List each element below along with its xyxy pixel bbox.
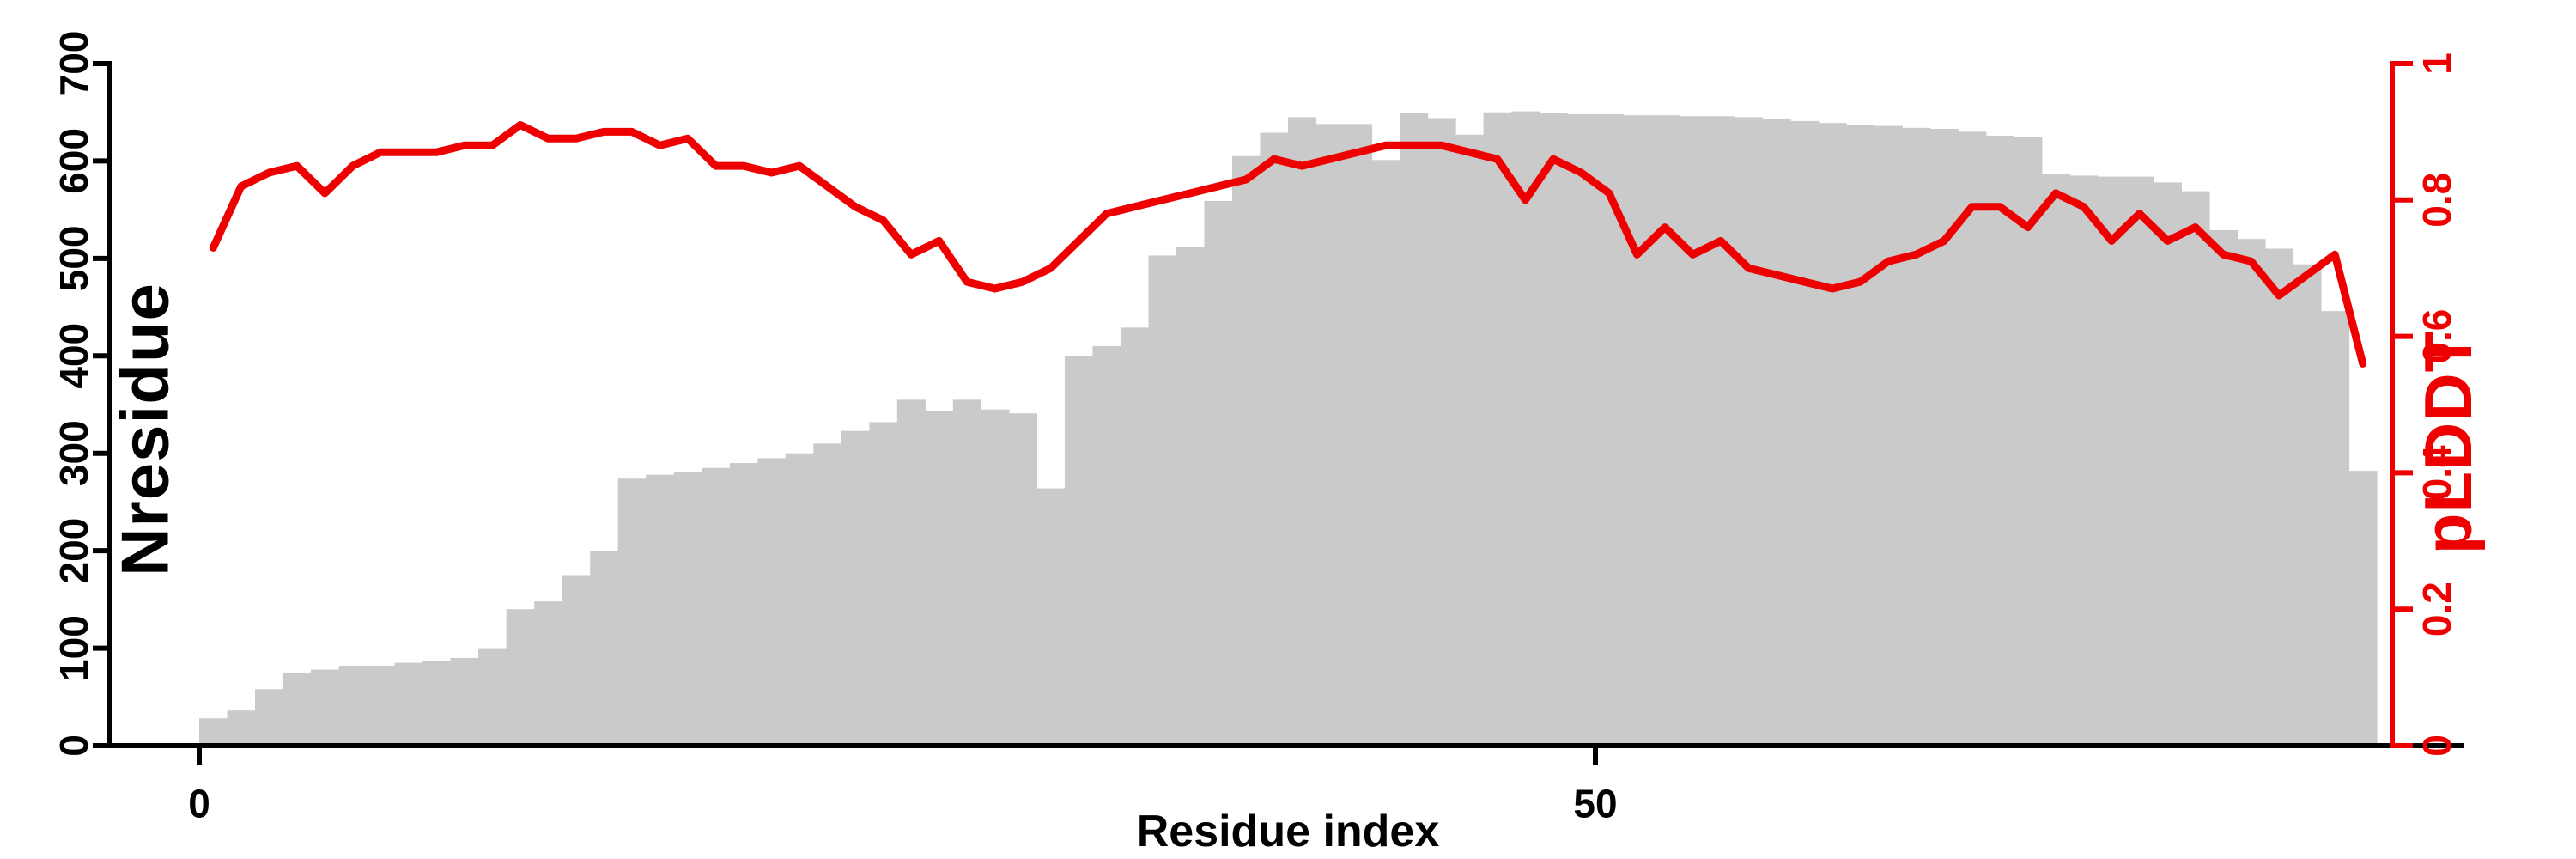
bar	[673, 472, 702, 746]
bar	[1260, 132, 1289, 746]
bar	[1400, 113, 1429, 746]
bar	[1985, 135, 2014, 746]
x-axis-tick-label: 0	[188, 782, 210, 826]
bar	[1455, 134, 1485, 746]
right-axis-tick-label: 1	[2415, 52, 2459, 75]
bar	[1315, 124, 1345, 746]
left-axis-tick-label: 500	[52, 225, 96, 291]
bar	[1846, 125, 1875, 746]
bar	[702, 467, 731, 746]
bar	[1036, 488, 1066, 746]
right-axis-title: pLDDT	[2410, 330, 2487, 555]
bar	[869, 422, 898, 746]
bar	[1874, 125, 1903, 746]
bar	[1567, 113, 1596, 746]
bar	[1790, 120, 1820, 746]
bar	[367, 665, 396, 746]
bar	[590, 551, 619, 746]
bar	[1483, 112, 1512, 746]
bar	[2264, 248, 2294, 746]
bar	[478, 648, 507, 746]
bar	[1008, 413, 1037, 746]
bar	[981, 409, 1010, 746]
right-axis-tick-label: 0.4	[2415, 445, 2459, 500]
bar	[952, 399, 981, 746]
bar	[2181, 191, 2210, 746]
bar	[2125, 176, 2154, 746]
bar	[422, 661, 452, 746]
bar	[1706, 116, 1735, 746]
bar	[2208, 229, 2239, 746]
x-axis-title: Residue index	[1136, 807, 1440, 856]
bar	[813, 443, 842, 746]
bar	[506, 609, 535, 746]
bar	[1762, 119, 1791, 746]
bar	[338, 665, 368, 746]
right-axis-tick-label: 0.8	[2415, 173, 2459, 228]
bar	[729, 463, 758, 746]
bar	[2348, 471, 2378, 746]
bar	[1958, 131, 1987, 746]
bar	[1623, 115, 1652, 746]
bar	[2014, 137, 2043, 746]
bar	[646, 474, 675, 746]
right-axis-tick-label: 0	[2415, 734, 2459, 757]
bar	[1679, 116, 1708, 746]
bar	[1427, 118, 1456, 746]
bar	[1288, 117, 1317, 746]
bar	[1092, 345, 1121, 746]
bar	[199, 718, 228, 746]
left-axis-tick-label: 0	[52, 734, 96, 757]
bar	[1064, 356, 1094, 746]
bar	[1539, 113, 1568, 746]
bar	[1371, 160, 1400, 746]
bar	[450, 657, 479, 746]
bar	[394, 662, 423, 746]
bar	[1204, 200, 1233, 746]
left-axis-title: Nresidue	[106, 283, 183, 576]
bar	[1120, 327, 1150, 746]
right-axis-tick-label: 0.6	[2415, 309, 2459, 364]
bar	[1231, 155, 1261, 746]
bar	[255, 689, 284, 746]
bar	[2153, 182, 2183, 746]
x-axis-tick-label: 50	[1573, 782, 1617, 826]
bar	[1902, 127, 1931, 746]
bar	[2293, 264, 2322, 746]
bar	[2320, 311, 2350, 746]
bar	[1344, 124, 1373, 746]
bar	[1148, 255, 1177, 746]
left-axis-tick-label: 100	[52, 615, 96, 681]
left-axis-tick-label: 200	[52, 518, 96, 584]
left-axis-tick-label: 600	[52, 128, 96, 194]
bar	[1176, 247, 1206, 746]
left-axis-tick-label: 700	[52, 31, 96, 97]
right-axis-tick-label: 0.2	[2415, 582, 2459, 637]
bar	[311, 669, 340, 746]
bar	[227, 710, 256, 746]
bar	[2237, 239, 2266, 746]
plddt-line	[209, 121, 2367, 368]
bar	[534, 601, 563, 746]
bar	[283, 672, 312, 746]
bar	[1511, 111, 1540, 746]
bar	[841, 430, 870, 746]
bar	[2097, 176, 2126, 746]
bar	[785, 453, 814, 746]
bar	[1818, 123, 1847, 746]
left-axis-tick-label: 400	[52, 323, 96, 389]
bar	[1929, 129, 1959, 746]
bar	[2069, 175, 2099, 746]
bar	[757, 458, 787, 746]
bar	[1735, 117, 1764, 746]
bar	[896, 399, 926, 746]
bar	[562, 575, 591, 746]
bar	[1650, 115, 1680, 746]
left-axis-tick-label: 300	[52, 420, 96, 486]
bar	[925, 411, 954, 746]
bar	[2041, 174, 2070, 746]
bar	[617, 478, 647, 746]
